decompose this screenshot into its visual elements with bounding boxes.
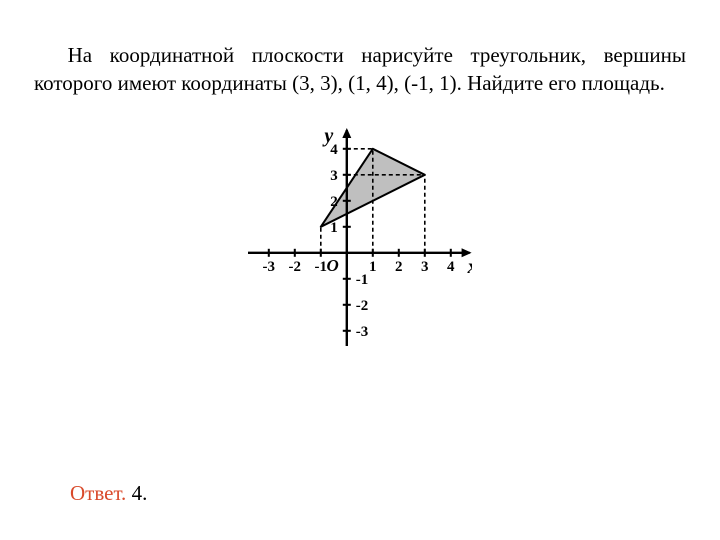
answer-label: Ответ. [70, 481, 126, 505]
x-tick-label: -2 [289, 258, 301, 274]
page: На координатной плоскости нарисуйте треу… [0, 0, 720, 540]
y-axis-arrow [343, 128, 352, 138]
x-tick-label: 4 [447, 258, 455, 274]
x-tick-label: 1 [369, 258, 377, 274]
y-axis-label: y [323, 128, 334, 147]
chart-container: -3-2-112341234-1-2-3Oxy [34, 128, 686, 346]
y-tick-label: -2 [356, 297, 368, 313]
coordinate-chart: -3-2-112341234-1-2-3Oxy [248, 128, 472, 346]
x-tick-label: -1 [315, 258, 327, 274]
y-tick-label: 3 [331, 167, 339, 183]
x-tick-label: -3 [263, 258, 275, 274]
origin-label: O [327, 255, 339, 274]
y-tick-label: 2 [331, 193, 339, 209]
x-tick-label: 2 [395, 258, 403, 274]
y-tick-label: -1 [356, 271, 368, 287]
y-tick-label: -3 [356, 323, 368, 339]
answer-value: 4. [132, 481, 148, 505]
answer-line: Ответ. 4. [70, 481, 147, 506]
x-axis-label: x [467, 255, 472, 277]
problem-text: На координатной плоскости нарисуйте треу… [34, 41, 686, 98]
y-tick-label: 1 [331, 219, 339, 235]
x-tick-label: 3 [421, 258, 429, 274]
